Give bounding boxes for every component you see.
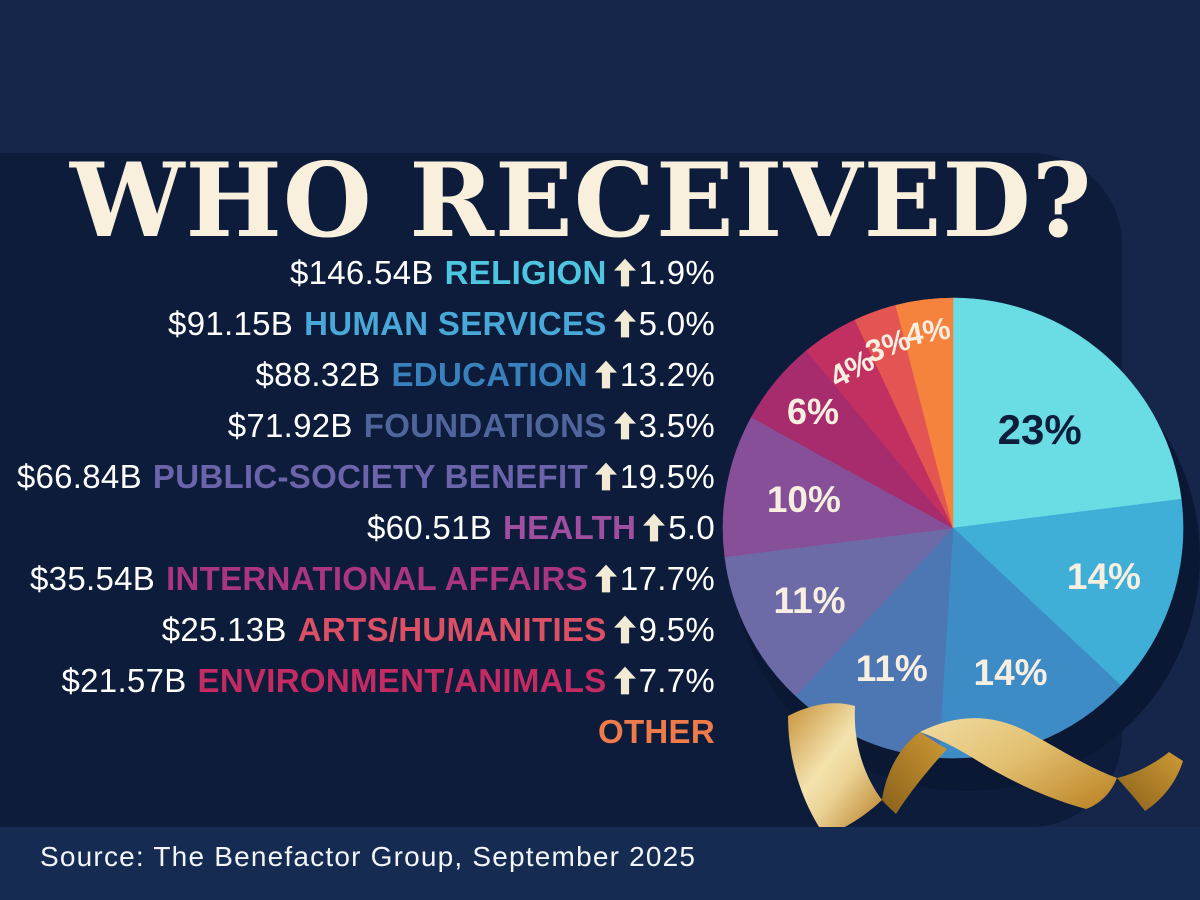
category-label: INTERNATIONAL AFFAIRS: [166, 559, 588, 597]
amount-label: $146.54B: [289, 253, 434, 291]
pie-slice-label: 11%: [855, 648, 928, 690]
source-text: Source: The Benefactor Group, September …: [40, 841, 697, 872]
pie-slice-label: 10%: [766, 478, 841, 520]
pie-chart: 23% 14% 14% 11% 11% 10% 6% 4% 3% 4%: [693, 268, 1200, 813]
list-item: $71.92B FOUNDATIONS 3.5%: [228, 400, 715, 451]
category-label: RELIGION: [444, 253, 607, 291]
list-item: $35.54B INTERNATIONAL AFFAIRS 17.7%: [30, 553, 715, 604]
category-label: EDUCATION: [391, 355, 588, 393]
change-percent-label: 9.5%: [638, 610, 715, 648]
pie-slice: [724, 527, 954, 697]
pie-chart-svg: [722, 297, 1200, 791]
gold-ribbon: [788, 703, 1183, 836]
pie-slice: [952, 297, 1182, 529]
pie-slice: [895, 297, 954, 529]
amount-label: $21.57B: [61, 661, 187, 699]
category-list: $146.54B RELIGION 1.9% $91.15B HUMAN SERVICE…: [0, 247, 715, 757]
category-label: OTHER: [598, 712, 715, 750]
category-label: PUBLIC-SOCIETY BENEFIT: [152, 457, 588, 495]
amount-label: $60.51B: [367, 508, 493, 546]
amount-label: $71.92B: [227, 406, 353, 444]
pie-slice-label: 23%: [997, 405, 1082, 453]
pie-slice: [722, 416, 954, 558]
pie-slice-label: 4%: [903, 310, 954, 353]
change-percent-label: 5.0: [668, 508, 715, 546]
amount-label: $66.84B: [16, 457, 142, 495]
pie-slice-label: 6%: [786, 391, 839, 433]
up-arrow-icon: [613, 309, 636, 338]
list-item: $25.13B ARTS/HUMANITIES 9.5%: [162, 604, 715, 655]
category-label: FOUNDATIONS: [363, 406, 607, 444]
change-percent-label: 5.0%: [638, 304, 715, 342]
category-label: HUMAN SERVICES: [304, 304, 607, 342]
change-percent-label: 1.9%: [638, 253, 715, 291]
amount-label: $25.13B: [161, 610, 287, 648]
up-arrow-icon: [613, 411, 636, 440]
category-label: ARTS/HUMANITIES: [297, 610, 607, 648]
list-item: OTHER: [598, 706, 715, 757]
up-arrow-icon: [613, 258, 636, 287]
pie-slice-label: 14%: [973, 652, 1048, 694]
change-percent-label: 7.7%: [638, 661, 715, 699]
up-arrow-icon: [613, 615, 636, 644]
pie-slice-label: 11%: [773, 580, 846, 622]
amount-label: $91.15B: [168, 304, 294, 342]
up-arrow-icon: [594, 360, 617, 389]
amount-label: $35.54B: [30, 559, 156, 597]
list-item: $88.32B EDUCATION 13.2%: [255, 349, 715, 400]
list-item: $66.84B PUBLIC-SOCIETY BENEFIT 19.5%: [17, 451, 715, 502]
list-item: $146.54B RELIGION 1.9%: [290, 247, 715, 298]
page-title: WHO RECEIVED?: [70, 141, 1093, 262]
up-arrow-icon: [643, 513, 666, 542]
category-label: ENVIRONMENT/ANIMALS: [197, 661, 607, 699]
list-item: $91.15B HUMAN SERVICES 5.0%: [168, 298, 715, 349]
change-percent-label: 19.5%: [619, 457, 715, 495]
ribbon-fold-left: [882, 732, 947, 814]
pie-slice-label: 14%: [1066, 556, 1141, 598]
ribbon-band-right: [920, 718, 1117, 809]
ribbon-band-left: [788, 703, 882, 836]
up-arrow-icon: [594, 564, 617, 593]
pie-slice: [952, 498, 1184, 686]
up-arrow-icon: [613, 666, 636, 695]
change-percent-label: 3.5%: [638, 406, 715, 444]
change-percent-label: 13.2%: [619, 355, 715, 393]
amount-label: $88.32B: [255, 355, 381, 393]
ribbon-fold-right: [1117, 752, 1183, 811]
bottom-strip: [0, 827, 1200, 900]
category-label: HEALTH: [503, 508, 637, 546]
change-percent-label: 17.7%: [619, 559, 715, 597]
list-item: $21.57B ENVIRONMENT/ANIMALS 7.7%: [61, 655, 715, 706]
list-item: $60.51B HEALTH 5.0: [367, 502, 715, 553]
up-arrow-icon: [594, 462, 617, 491]
